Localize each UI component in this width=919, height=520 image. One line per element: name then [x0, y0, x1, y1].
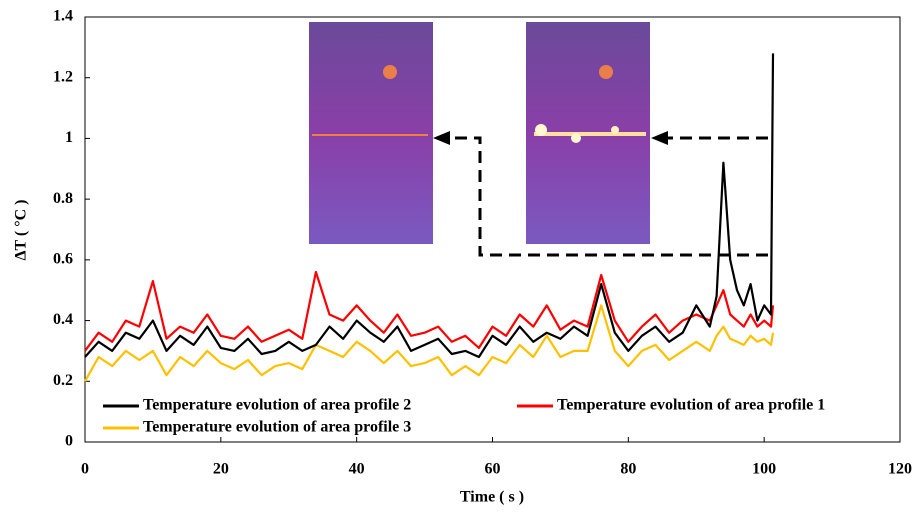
y-tick-label: 1.2	[53, 68, 73, 85]
thermal-image-right	[526, 22, 650, 244]
x-tick-label: 20	[213, 461, 229, 478]
y-tick-label: 1.4	[53, 8, 73, 25]
series-line	[84, 304, 775, 382]
y-tick-label: 0.4	[53, 311, 73, 328]
callout-arrows	[433, 131, 768, 257]
legend-label: Temperature evolution of area profile 1	[557, 397, 825, 414]
y-tick-label: 0.8	[53, 190, 73, 207]
y-tick-label: 0	[65, 433, 73, 450]
legend-label: Temperature evolution of area profile 3	[143, 419, 411, 436]
x-tick-label: 40	[349, 461, 365, 478]
x-tick-label: 100	[752, 461, 776, 478]
y-tick-label: 0.2	[53, 372, 73, 389]
plot-frame	[84, 16, 901, 443]
x-tick-label: 120	[888, 461, 912, 478]
y-tick-label: 1	[65, 129, 73, 146]
y-tick-label: 0.6	[53, 251, 73, 268]
x-tick-label: 60	[485, 461, 501, 478]
legend-label: Temperature evolution of area profile 2	[143, 397, 411, 414]
x-tick-label: 0	[81, 461, 89, 478]
y-axis-label: ΔT ( °C )	[13, 199, 30, 260]
series-line	[84, 270, 775, 352]
x-tick-label: 80	[620, 461, 636, 478]
series-line	[84, 53, 775, 359]
x-axis-label: Time ( s )	[460, 489, 524, 506]
thermal-image-left	[309, 22, 433, 244]
